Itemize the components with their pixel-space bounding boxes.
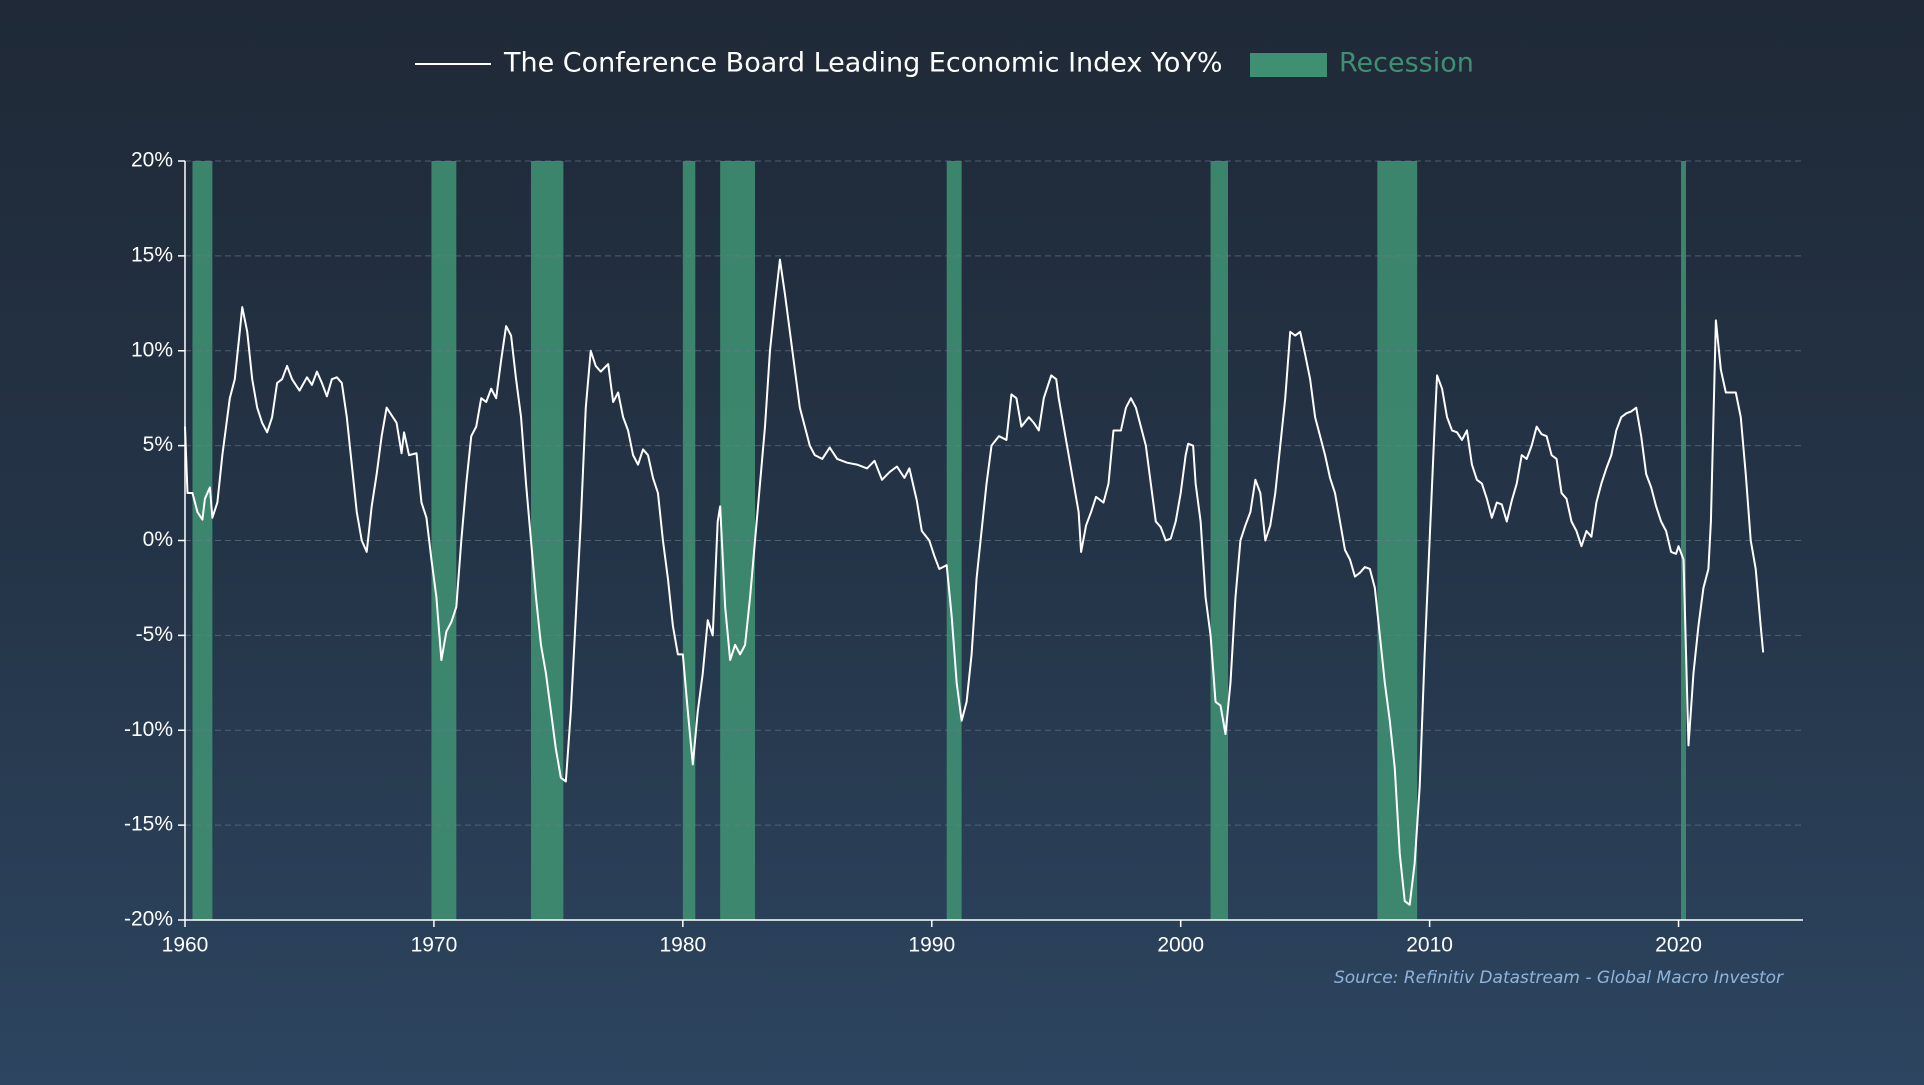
x-tick-label: 1990 xyxy=(908,934,955,957)
y-tick-label: -5% xyxy=(136,623,173,646)
x-tick-label: 2000 xyxy=(1157,934,1204,957)
y-tick-label: -15% xyxy=(124,813,173,836)
x-tick-label: 2010 xyxy=(1406,934,1453,957)
y-tick-label: -20% xyxy=(124,908,173,931)
y-tick-label: 15% xyxy=(131,243,173,266)
x-tick-label: 1960 xyxy=(162,934,209,957)
recession-band xyxy=(1681,161,1687,920)
y-tick-label: 0% xyxy=(143,528,173,551)
x-tick-label: 1980 xyxy=(659,934,706,957)
y-tick-label: -10% xyxy=(124,718,173,741)
series-line xyxy=(184,258,1765,906)
y-tick-label: 20% xyxy=(131,149,173,172)
legend-label: The Conference Board Leading Economic In… xyxy=(503,48,1223,79)
y-tick-label: 5% xyxy=(143,433,173,456)
legend-label: Recession xyxy=(1339,48,1474,79)
y-tick-label: 10% xyxy=(131,338,173,361)
x-tick-label: 1970 xyxy=(411,934,458,957)
source-note: Source: Refinitiv Datastream - Global Ma… xyxy=(1334,968,1784,988)
x-tick-label: 2020 xyxy=(1655,934,1702,957)
legend-recession-swatch xyxy=(1250,53,1327,77)
